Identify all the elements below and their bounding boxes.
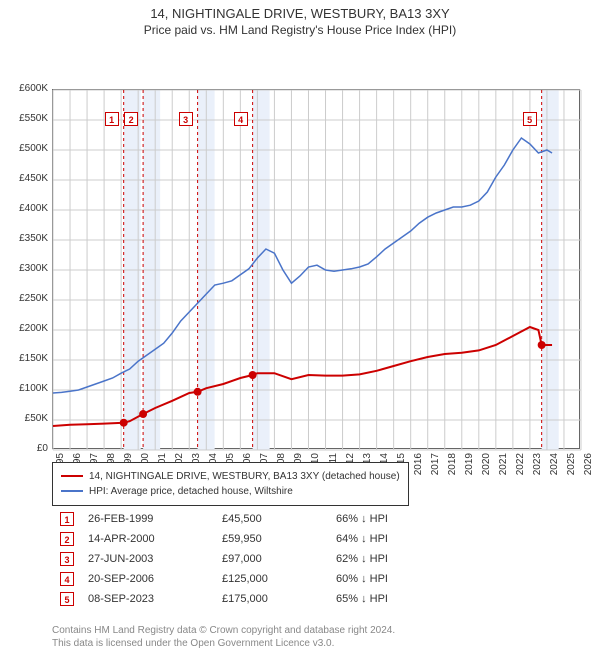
row-delta: 65% ↓ HPI (330, 590, 394, 608)
y-axis-label: £150K (8, 353, 48, 364)
row-marker: 5 (60, 592, 74, 606)
row-delta: 60% ↓ HPI (330, 570, 394, 588)
table-row: 4 20-SEP-2006£125,00060% ↓ HPI (54, 570, 394, 588)
y-axis-label: £400K (8, 203, 48, 214)
legend-label: HPI: Average price, detached house, Wilt… (89, 486, 293, 497)
footer-line-2: This data is licensed under the Open Gov… (52, 637, 395, 650)
y-axis-label: £350K (8, 233, 48, 244)
row-date: 20-SEP-2006 (82, 570, 214, 588)
row-delta: 64% ↓ HPI (330, 530, 394, 548)
y-axis-label: £450K (8, 173, 48, 184)
y-axis-label: £500K (8, 143, 48, 154)
legend-item: 14, NIGHTINGALE DRIVE, WESTBURY, BA13 3X… (61, 469, 400, 484)
legend-item: HPI: Average price, detached house, Wilt… (61, 484, 400, 499)
chart-subtitle: Price paid vs. HM Land Registry's House … (0, 23, 600, 37)
event-marker: 4 (234, 112, 248, 126)
table-row: 5 08-SEP-2023£175,00065% ↓ HPI (54, 590, 394, 608)
row-delta: 62% ↓ HPI (330, 550, 394, 568)
table-row: 1 26-FEB-1999£45,50066% ↓ HPI (54, 510, 394, 528)
chart-title: 14, NIGHTINGALE DRIVE, WESTBURY, BA13 3X… (0, 6, 600, 21)
footer-line-1: Contains HM Land Registry data © Crown c… (52, 624, 395, 637)
footer-attribution: Contains HM Land Registry data © Crown c… (52, 624, 395, 650)
x-axis-label: 2024 (549, 453, 560, 493)
event-marker: 1 (105, 112, 119, 126)
table-row: 2 14-APR-2000£59,95064% ↓ HPI (54, 530, 394, 548)
event-marker: 3 (179, 112, 193, 126)
sales-table: 1 26-FEB-1999£45,50066% ↓ HPI 2 14-APR-2000… (52, 508, 396, 610)
row-price: £59,950 (216, 530, 328, 548)
plot-area (52, 89, 580, 449)
row-price: £175,000 (216, 590, 328, 608)
row-price: £97,000 (216, 550, 328, 568)
x-axis-label: 2025 (566, 453, 577, 493)
row-date: 08-SEP-2023 (82, 590, 214, 608)
legend: 14, NIGHTINGALE DRIVE, WESTBURY, BA13 3X… (52, 462, 409, 506)
row-date: 26-FEB-1999 (82, 510, 214, 528)
x-axis-label: 2026 (583, 453, 594, 493)
x-axis-label: 2018 (447, 453, 458, 493)
x-axis-label: 2020 (481, 453, 492, 493)
y-axis-label: £250K (8, 293, 48, 304)
row-price: £45,500 (216, 510, 328, 528)
row-marker: 1 (60, 512, 74, 526)
y-axis-label: £600K (8, 83, 48, 94)
chart-container: 14, NIGHTINGALE DRIVE, WESTBURY, BA13 3X… (0, 6, 600, 656)
legend-label: 14, NIGHTINGALE DRIVE, WESTBURY, BA13 3X… (89, 471, 400, 482)
event-marker: 5 (523, 112, 537, 126)
row-price: £125,000 (216, 570, 328, 588)
row-delta: 66% ↓ HPI (330, 510, 394, 528)
x-axis-label: 2022 (515, 453, 526, 493)
legend-swatch (61, 475, 83, 477)
x-axis-label: 2023 (532, 453, 543, 493)
x-axis-label: 2021 (498, 453, 509, 493)
row-marker: 3 (60, 552, 74, 566)
x-axis-label: 2017 (430, 453, 441, 493)
y-axis-label: £300K (8, 263, 48, 274)
y-axis-label: £200K (8, 323, 48, 334)
row-date: 27-JUN-2003 (82, 550, 214, 568)
legend-swatch (61, 490, 83, 492)
event-marker: 2 (124, 112, 138, 126)
row-date: 14-APR-2000 (82, 530, 214, 548)
x-axis-label: 2016 (413, 453, 424, 493)
row-marker: 4 (60, 572, 74, 586)
y-axis-label: £100K (8, 383, 48, 394)
y-axis-label: £550K (8, 113, 48, 124)
x-axis-label: 2019 (464, 453, 475, 493)
y-axis-label: £50K (8, 413, 48, 424)
row-marker: 2 (60, 532, 74, 546)
table-row: 3 27-JUN-2003£97,00062% ↓ HPI (54, 550, 394, 568)
y-axis-label: £0 (8, 443, 48, 454)
